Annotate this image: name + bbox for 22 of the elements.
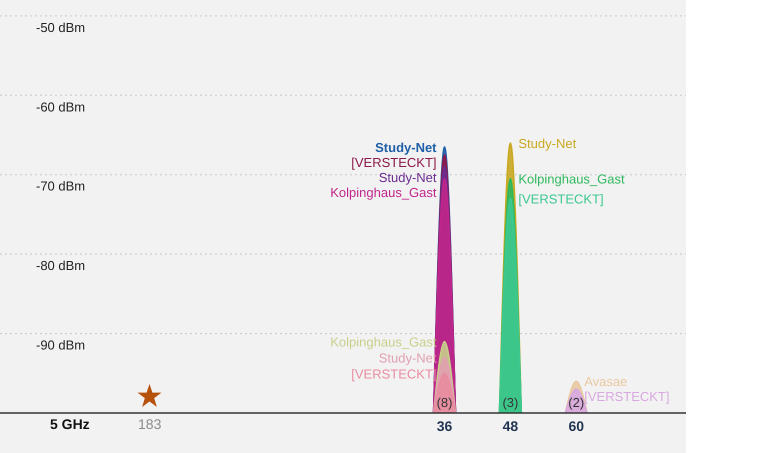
series-label: [VERSTECKT] [518,192,604,207]
series-label: [VERSTECKT] [351,154,437,170]
series-label: Study-Net [378,170,437,185]
text: 183 [138,416,162,432]
series-label: Kolpinghaus_Gast [518,172,626,187]
series-label: [VERSTECKT] [584,389,670,404]
annotation: (3) [502,395,518,410]
y-tick-label: -50 dBm [36,20,86,35]
series-label: Study-Net [375,140,438,155]
series-label: Kolpinghaus_Gast [330,184,437,200]
y-tick-label: -60 dBm [36,99,86,114]
series-label: Study-Net [518,136,577,151]
x-tick-label: 48 [502,418,518,434]
y-tick-label: -90 dBm [36,338,86,353]
y-tick-label: -80 dBm [36,258,86,274]
x-tick-label: 60 [568,418,584,434]
x-axis-title: 5 GHz [50,416,90,432]
y-tick-label: -70 dBm [36,178,86,194]
x-tick-label: 36 [436,418,453,434]
series-label: Avasae [584,374,628,390]
annotation: (2) [568,395,584,410]
annotation: (8) [436,395,452,410]
